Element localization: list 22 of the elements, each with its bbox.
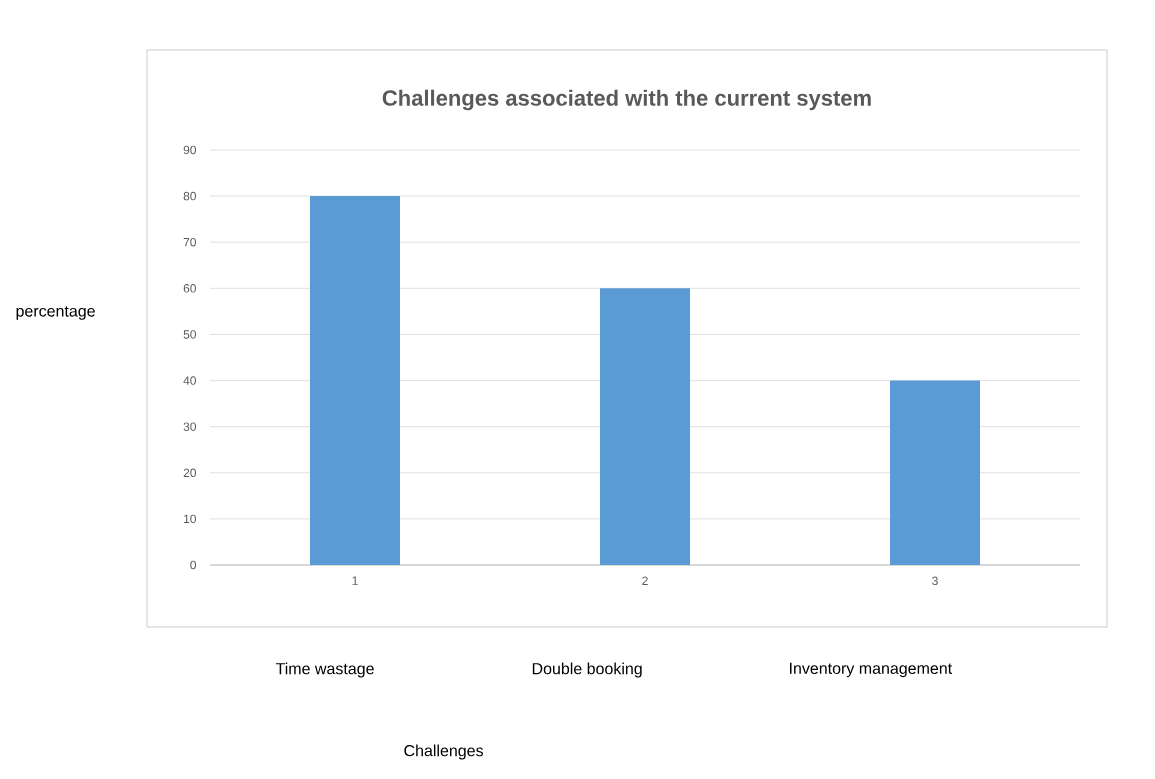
text: percentage xyxy=(16,306,95,320)
x-tick-label: 1 xyxy=(352,576,358,585)
bar xyxy=(310,196,401,565)
text: Double booking xyxy=(532,662,642,678)
y-tick-label: 40 xyxy=(183,376,197,385)
bar xyxy=(600,288,691,565)
y-tick-label: 70 xyxy=(183,237,197,247)
text: Time wastage xyxy=(275,662,374,678)
y-tick-label: 0 xyxy=(190,560,197,570)
y-tick-label: 10 xyxy=(184,514,197,524)
y-tick-label: 80 xyxy=(183,191,197,201)
y-tick-label: 30 xyxy=(183,422,197,431)
chart-title: Challenges associated with the current system xyxy=(382,89,871,111)
y-tick-label: 50 xyxy=(183,330,197,339)
y-tick-label: 60 xyxy=(183,284,197,293)
bar xyxy=(890,380,981,565)
x-tick-label: 3 xyxy=(932,576,938,586)
text: Inventory management xyxy=(790,662,953,678)
x-tick-label: 2 xyxy=(642,576,648,585)
text: Challenges xyxy=(404,744,483,760)
y-tick-label: 90 xyxy=(183,145,197,155)
y-tick-label: 20 xyxy=(183,468,197,478)
